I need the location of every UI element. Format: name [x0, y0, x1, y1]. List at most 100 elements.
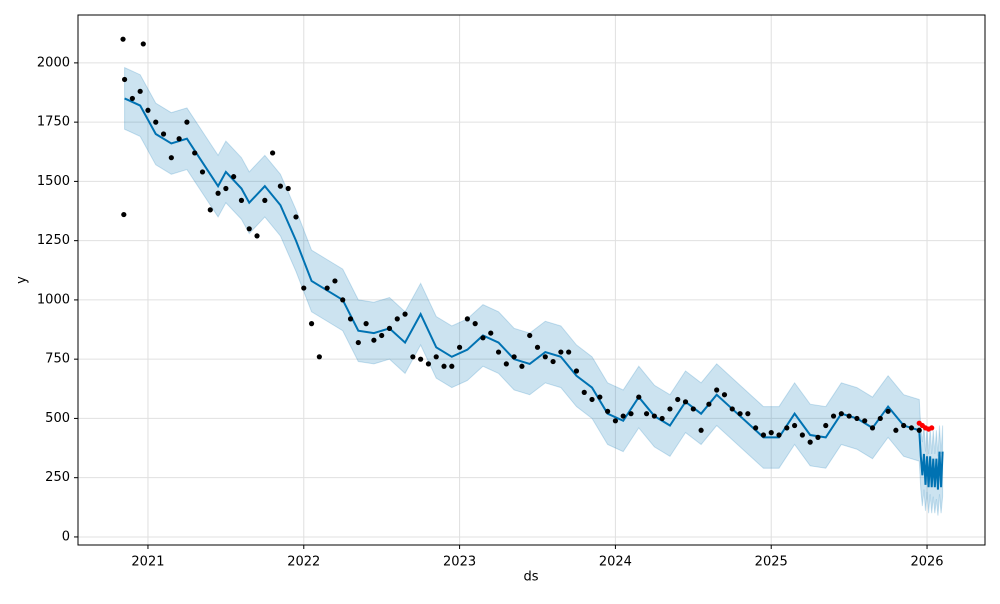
data-point: [901, 422, 907, 429]
x-tick-label: 2023: [443, 555, 476, 570]
data-point: [643, 411, 650, 417]
data-point: [760, 432, 767, 438]
data-point: [527, 332, 533, 339]
data-point: [231, 174, 237, 180]
data-point: [721, 392, 728, 398]
data-point: [659, 415, 665, 422]
data-point: [862, 418, 868, 424]
data-point: [410, 354, 416, 360]
y-tick-label: 750: [45, 352, 70, 367]
data-point: [838, 411, 844, 417]
data-point: [776, 432, 782, 438]
data-point: [589, 396, 595, 403]
data-point: [558, 349, 564, 355]
data-point: [830, 413, 837, 419]
data-point: [729, 406, 735, 412]
data-point: [706, 401, 712, 407]
x-axis-label: ds: [523, 570, 538, 585]
data-point: [176, 136, 182, 142]
data-point: [745, 411, 751, 417]
data-point: [371, 337, 377, 343]
x-tick-label: 2025: [755, 555, 788, 570]
x-tick-label: 2022: [287, 555, 320, 570]
y-axis-label: y: [15, 276, 30, 284]
plot-frame: [77, 14, 986, 546]
data-point: [140, 41, 146, 47]
data-point: [916, 427, 922, 433]
data-point: [815, 434, 821, 440]
data-point: [784, 425, 790, 431]
data-point: [573, 368, 580, 374]
data-point: [301, 285, 307, 291]
y-tick-label: 2000: [37, 55, 70, 70]
data-point: [160, 131, 167, 137]
data-point: [456, 344, 463, 350]
data-point: [480, 335, 486, 341]
data-point: [636, 394, 642, 400]
data-point: [340, 297, 346, 303]
data-point: [511, 354, 517, 360]
data-point: [246, 226, 252, 232]
data-point: [823, 422, 829, 429]
data-point: [293, 214, 299, 220]
data-point: [714, 387, 720, 393]
y-tick-label: 250: [45, 470, 70, 485]
data-point: [846, 413, 852, 419]
data-point: [238, 197, 245, 203]
data-point: [628, 411, 634, 417]
y-tick-label: 1250: [37, 233, 70, 248]
data-point: [363, 321, 369, 327]
data-point: [651, 413, 657, 419]
data-point: [129, 95, 135, 102]
data-point: [153, 119, 159, 125]
y-tick-label: 500: [45, 411, 70, 426]
data-point: [379, 332, 385, 339]
data-point: [277, 183, 284, 189]
data-point: [145, 107, 151, 113]
data-point: [495, 349, 502, 355]
data-point: [682, 399, 689, 405]
data-point: [675, 396, 681, 403]
x-tick-label: 2024: [599, 555, 632, 570]
data-point: [597, 394, 603, 400]
data-point: [199, 169, 206, 175]
data-point: [929, 425, 935, 431]
data-point: [223, 185, 229, 192]
data-point: [698, 427, 704, 433]
forecast-line: [124, 97, 944, 490]
data-point: [620, 413, 626, 419]
data-point: [441, 363, 447, 369]
y-tick-label: 1500: [37, 174, 70, 189]
data-point: [581, 389, 587, 395]
data-point: [667, 406, 673, 412]
data-point: [893, 427, 899, 433]
data-point: [488, 330, 494, 336]
data-point: [120, 36, 126, 42]
data-point: [184, 119, 190, 125]
data-point: [737, 411, 743, 417]
data-point: [534, 344, 541, 350]
y-tick-label: 1750: [37, 115, 70, 130]
x-tick-label: 2021: [131, 555, 164, 570]
data-point: [215, 190, 221, 196]
data-point: [690, 406, 696, 412]
data-point: [418, 356, 424, 362]
y-tick-label: 0: [62, 529, 70, 544]
data-point: [355, 339, 361, 346]
data-point: [425, 361, 432, 367]
data-point: [207, 207, 213, 213]
data-point: [324, 285, 330, 291]
data-point: [254, 233, 260, 239]
data-point: [394, 316, 400, 322]
data-point: [270, 150, 276, 156]
x-tick-label: 2026: [910, 555, 943, 570]
data-point: [168, 155, 174, 161]
data-point: [262, 197, 268, 203]
data-point: [433, 354, 439, 360]
data-point: [192, 150, 198, 156]
data-point: [121, 211, 127, 218]
data-point: [542, 354, 548, 360]
y-tick-label: 1000: [37, 292, 70, 307]
uncertainty-band: [124, 66, 944, 516]
